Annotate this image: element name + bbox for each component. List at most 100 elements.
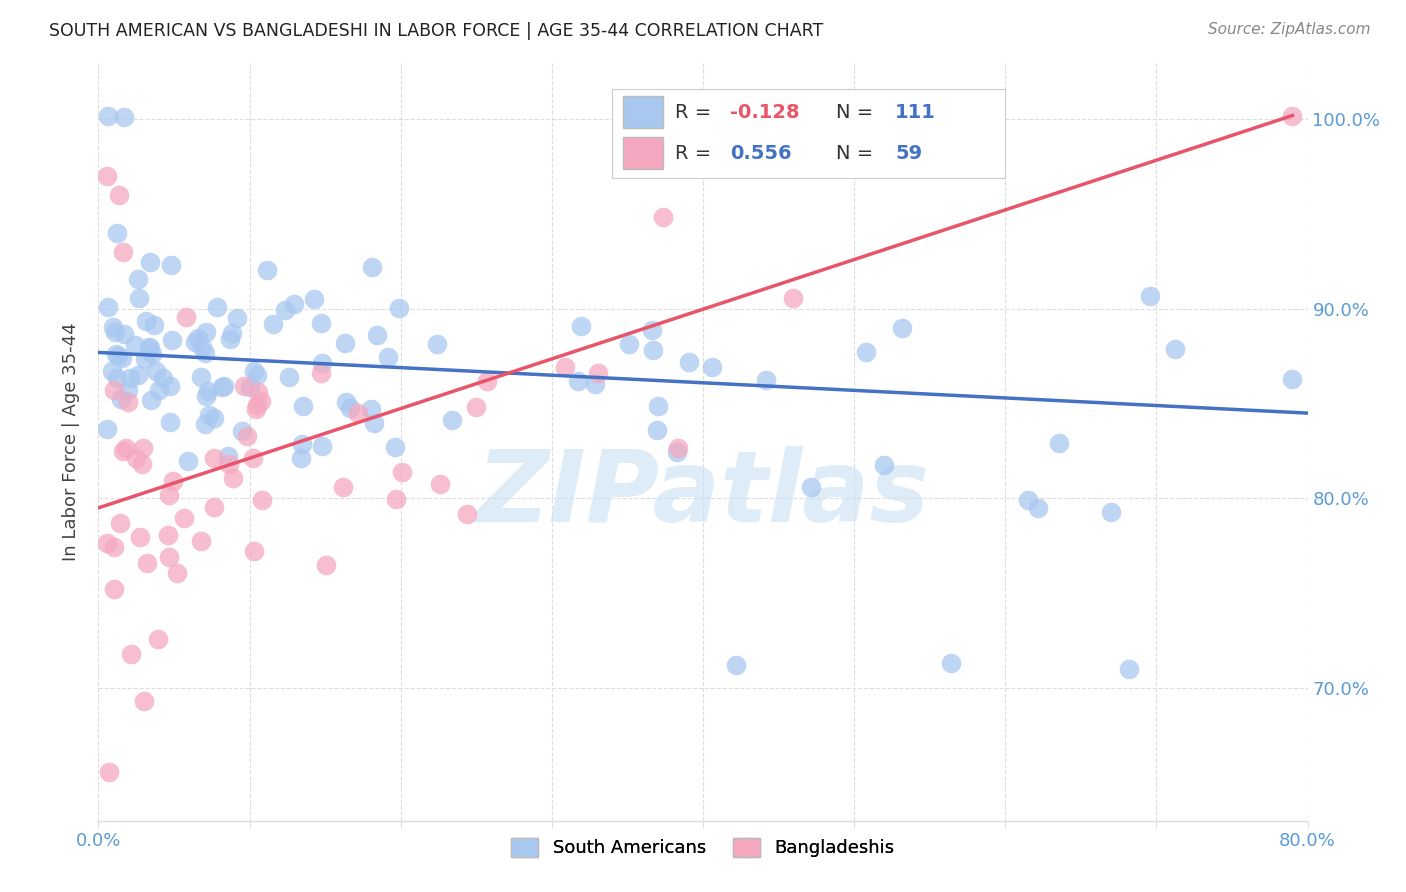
Point	[830, 156, 852, 170]
Point	[197, 408, 219, 422]
Point	[641, 322, 664, 336]
Point	[139, 392, 162, 407]
Point	[152, 371, 174, 385]
Point	[755, 373, 778, 387]
Point	[211, 380, 233, 394]
Point	[184, 335, 207, 350]
Point	[426, 337, 449, 351]
Point	[124, 337, 146, 351]
Text: N =: N =	[837, 103, 880, 122]
Point	[96, 422, 118, 436]
Point	[128, 292, 150, 306]
Point	[226, 310, 249, 325]
Point	[191, 339, 214, 353]
Point	[245, 368, 267, 382]
Point	[242, 544, 264, 558]
Point	[554, 360, 576, 375]
Point	[475, 374, 498, 388]
Point	[1164, 342, 1187, 356]
Point	[105, 227, 128, 241]
Point	[112, 111, 135, 125]
Point	[239, 380, 262, 394]
Point	[311, 439, 333, 453]
Y-axis label: In Labor Force | Age 35-44: In Labor Force | Age 35-44	[62, 322, 80, 561]
Point	[666, 445, 689, 459]
Text: SOUTH AMERICAN VS BANGLADESHI IN LABOR FORCE | AGE 35-44 CORRELATION CHART: SOUTH AMERICAN VS BANGLADESHI IN LABOR F…	[49, 22, 824, 40]
Point	[246, 385, 269, 400]
Point	[678, 354, 700, 368]
Text: R =: R =	[675, 144, 717, 163]
Point	[647, 399, 669, 413]
Point	[668, 441, 690, 455]
Point	[855, 345, 877, 359]
Point	[131, 457, 153, 471]
Text: Source: ZipAtlas.com: Source: ZipAtlas.com	[1208, 22, 1371, 37]
Point	[194, 417, 217, 431]
Point	[97, 109, 120, 123]
Point	[194, 388, 217, 402]
Point	[120, 647, 142, 661]
Point	[127, 368, 149, 383]
Point	[190, 534, 212, 549]
Point	[221, 326, 243, 341]
Point	[103, 582, 125, 596]
Point	[360, 260, 382, 275]
Point	[641, 343, 664, 358]
Point	[311, 356, 333, 370]
Point	[117, 395, 139, 409]
Point	[117, 383, 139, 397]
Point	[157, 528, 180, 542]
Point	[160, 258, 183, 272]
Point	[872, 458, 894, 472]
Point	[219, 332, 242, 346]
Point	[292, 400, 315, 414]
Point	[111, 351, 134, 365]
Point	[465, 400, 488, 414]
Point	[134, 351, 156, 366]
Point	[218, 457, 240, 471]
Point	[101, 320, 124, 334]
Point	[176, 453, 198, 467]
Point	[335, 394, 357, 409]
Bar	[623, 96, 662, 128]
Point	[112, 326, 135, 341]
Text: N =: N =	[837, 144, 880, 163]
Point	[235, 428, 257, 442]
Text: 59: 59	[896, 144, 922, 163]
Point	[245, 398, 267, 412]
Point	[166, 566, 188, 580]
Point	[456, 507, 478, 521]
Point	[115, 442, 138, 456]
Point	[136, 557, 159, 571]
Point	[162, 475, 184, 489]
Point	[387, 301, 409, 316]
Point	[250, 492, 273, 507]
Text: -0.128: -0.128	[730, 103, 800, 122]
Point	[702, 360, 724, 375]
Point	[195, 325, 218, 339]
Point	[103, 540, 125, 554]
Text: R =: R =	[675, 103, 717, 122]
Point	[283, 297, 305, 311]
Point	[377, 350, 399, 364]
Point	[645, 423, 668, 437]
Point	[339, 401, 361, 416]
Point	[569, 318, 592, 333]
Point	[363, 416, 385, 430]
Point	[366, 328, 388, 343]
Point	[1139, 288, 1161, 302]
Point	[291, 437, 314, 451]
Point	[346, 406, 368, 420]
Point	[242, 450, 264, 465]
Point	[104, 326, 127, 340]
Point	[141, 347, 163, 361]
Point	[197, 384, 219, 398]
Text: 0.556: 0.556	[730, 144, 792, 163]
Point	[176, 310, 198, 324]
Point	[96, 536, 118, 550]
Point	[391, 465, 413, 479]
Point	[202, 500, 225, 514]
Point	[384, 440, 406, 454]
Point	[127, 271, 149, 285]
Point	[159, 488, 181, 502]
